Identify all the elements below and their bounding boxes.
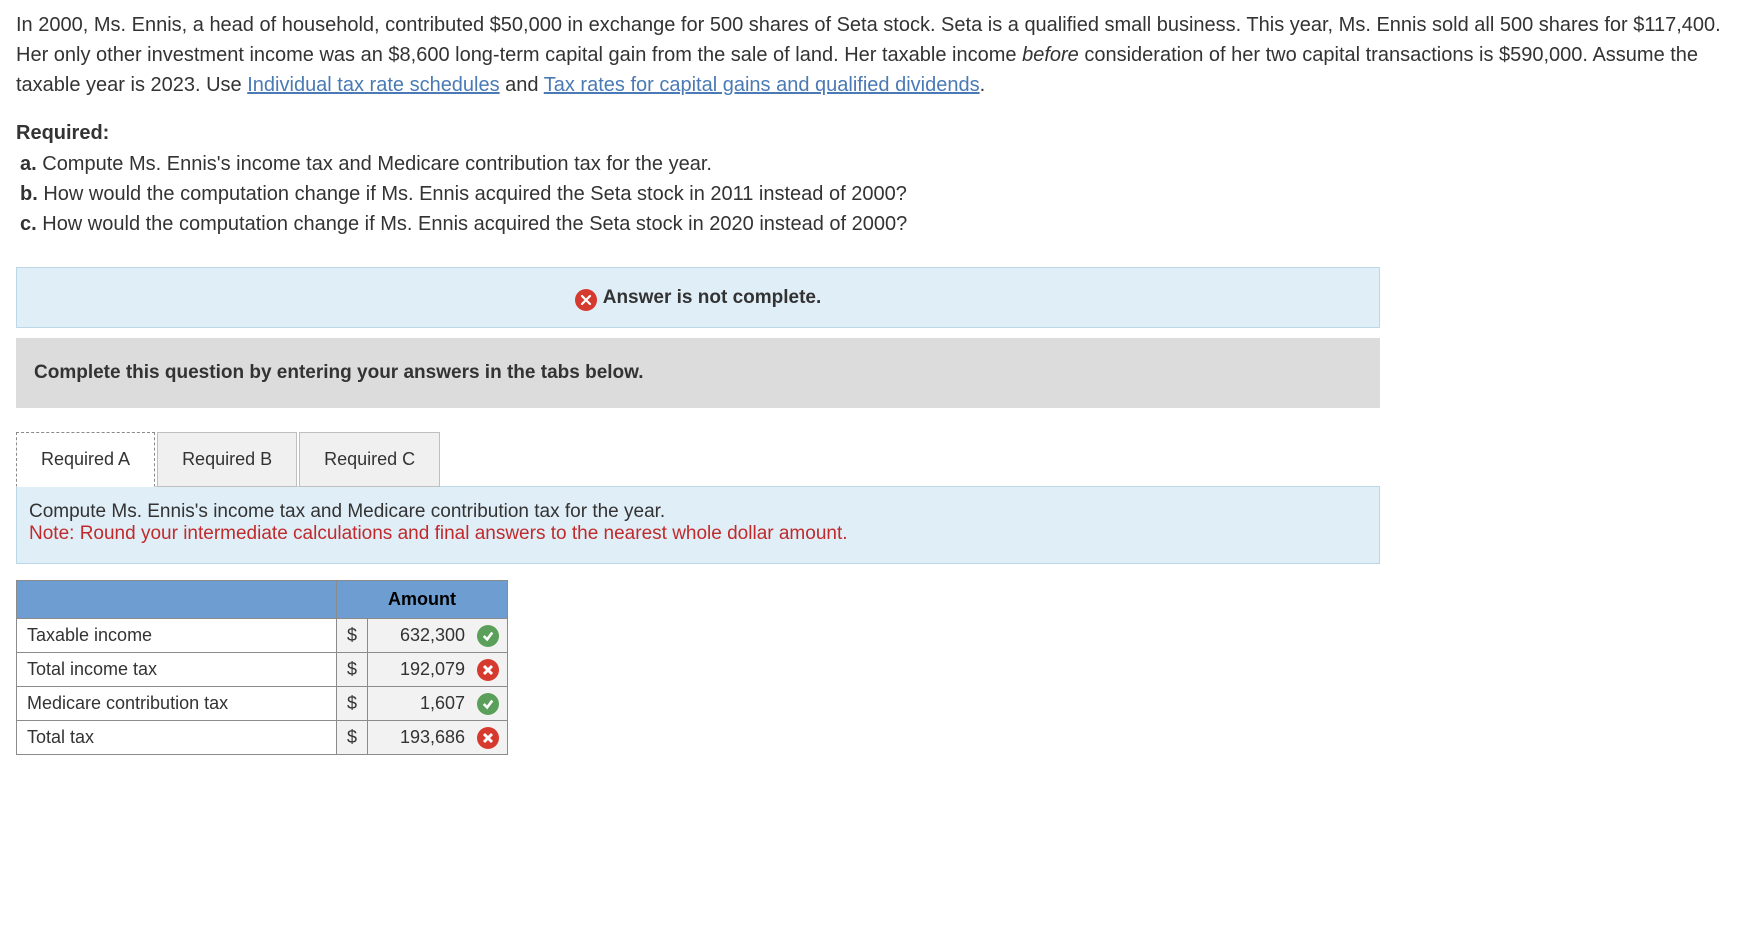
row-value-input[interactable]: 632,300 — [368, 619, 508, 653]
tab-required-b[interactable]: Required B — [157, 432, 297, 487]
row-value-input[interactable]: 193,686 — [368, 721, 508, 755]
table-row: Total income tax $ 192,079 — [17, 653, 508, 687]
alert-x-icon — [575, 289, 597, 311]
row-currency: $ — [337, 619, 368, 653]
row-label: Total tax — [17, 721, 337, 755]
required-heading: Required: — [16, 122, 1724, 145]
row-currency: $ — [337, 653, 368, 687]
link-tax-schedules[interactable]: Individual tax rate schedules — [247, 74, 499, 96]
row-value-input[interactable]: 1,607 — [368, 687, 508, 721]
answer-table: Amount Taxable income $ 632,300 Total in… — [16, 580, 508, 755]
required-list: a. Compute Ms. Ennis's income tax and Me… — [16, 149, 1724, 239]
answer-table-body: Taxable income $ 632,300 Total income ta… — [17, 619, 508, 755]
x-icon — [477, 659, 499, 681]
tabs-container: Required A Required B Required C — [16, 432, 1724, 487]
row-label: Taxable income — [17, 619, 337, 653]
row-currency: $ — [337, 721, 368, 755]
row-value-input[interactable]: 192,079 — [368, 653, 508, 687]
problem-statement: In 2000, Ms. Ennis, a head of household,… — [16, 10, 1724, 100]
tab-required-a[interactable]: Required A — [16, 432, 155, 487]
tab-required-c[interactable]: Required C — [299, 432, 440, 487]
table-row: Medicare contribution tax $ 1,607 — [17, 687, 508, 721]
problem-em: before — [1022, 44, 1079, 66]
th-empty — [17, 581, 337, 619]
alert-text: Answer is not complete. — [603, 287, 822, 308]
problem-text-c: and — [500, 74, 544, 96]
problem-text-d: . — [980, 74, 986, 96]
row-currency: $ — [337, 687, 368, 721]
x-icon — [477, 727, 499, 749]
link-capital-gains-rates[interactable]: Tax rates for capital gains and qualifie… — [544, 74, 980, 96]
row-label: Total income tax — [17, 653, 337, 687]
table-row: Total tax $ 193,686 — [17, 721, 508, 755]
alert-not-complete: Answer is not complete. — [16, 267, 1380, 328]
th-amount: Amount — [337, 581, 508, 619]
required-item-a: a. Compute Ms. Ennis's income tax and Me… — [16, 149, 1724, 179]
check-icon — [477, 625, 499, 647]
table-row: Taxable income $ 632,300 — [17, 619, 508, 653]
required-item-c: c. How would the computation change if M… — [16, 209, 1724, 239]
instruction-box: Complete this question by entering your … — [16, 338, 1380, 408]
tab-prompt: Compute Ms. Ennis's income tax and Medic… — [29, 501, 1367, 523]
required-item-b: b. How would the computation change if M… — [16, 179, 1724, 209]
tab-content-a: Compute Ms. Ennis's income tax and Medic… — [16, 486, 1380, 564]
tab-note: Note: Round your intermediate calculatio… — [29, 523, 1367, 545]
row-label: Medicare contribution tax — [17, 687, 337, 721]
check-icon — [477, 693, 499, 715]
